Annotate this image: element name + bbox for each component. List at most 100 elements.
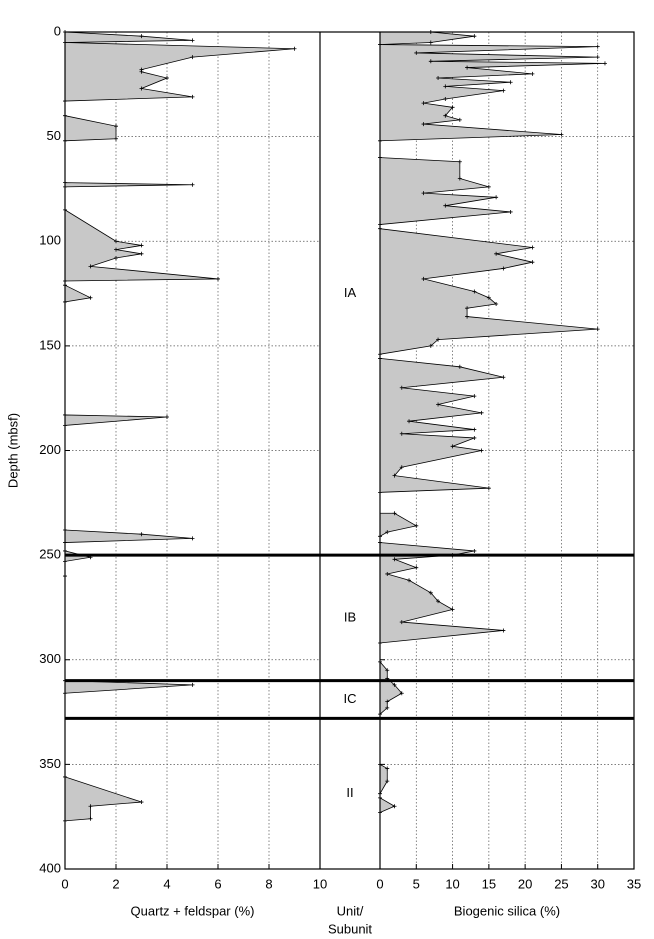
point bbox=[457, 364, 462, 369]
point bbox=[139, 800, 144, 805]
point bbox=[114, 247, 118, 252]
y-tick-label: 200 bbox=[39, 442, 61, 457]
point bbox=[559, 132, 564, 137]
point bbox=[428, 59, 433, 64]
point bbox=[114, 124, 118, 129]
point bbox=[428, 343, 433, 348]
point bbox=[450, 607, 455, 612]
y-tick-label: 350 bbox=[39, 756, 61, 771]
point bbox=[421, 276, 426, 281]
point bbox=[190, 682, 195, 687]
point bbox=[465, 306, 470, 311]
point bbox=[139, 532, 144, 537]
point bbox=[508, 209, 513, 214]
area bbox=[379, 157, 511, 225]
point bbox=[472, 548, 477, 553]
area bbox=[64, 31, 295, 102]
point bbox=[450, 105, 455, 110]
point bbox=[602, 61, 607, 66]
point bbox=[443, 113, 448, 118]
point bbox=[114, 255, 118, 260]
point bbox=[595, 327, 600, 332]
area bbox=[64, 115, 117, 142]
point bbox=[190, 182, 195, 187]
point bbox=[385, 705, 390, 710]
y-tick-label: 300 bbox=[39, 651, 61, 666]
point bbox=[443, 203, 448, 208]
x-tick-label: 4 bbox=[163, 876, 170, 891]
unit-label: Subunit bbox=[328, 921, 372, 936]
point bbox=[114, 239, 118, 244]
x-tick-label: 0 bbox=[61, 876, 68, 891]
area bbox=[379, 357, 504, 493]
point bbox=[385, 571, 390, 576]
area bbox=[64, 209, 219, 282]
point bbox=[530, 245, 535, 250]
point bbox=[421, 122, 426, 127]
point bbox=[190, 55, 195, 60]
point bbox=[479, 410, 484, 415]
point bbox=[392, 511, 397, 516]
point bbox=[472, 34, 477, 39]
point bbox=[414, 523, 419, 528]
point bbox=[472, 394, 477, 399]
unit-name: IC bbox=[344, 691, 357, 706]
x-tick-label: 6 bbox=[214, 876, 221, 891]
point bbox=[595, 55, 600, 60]
x-tick-label: 20 bbox=[518, 876, 532, 891]
unit-label: Unit/ bbox=[337, 903, 364, 918]
unit-name: II bbox=[346, 785, 353, 800]
point bbox=[399, 385, 404, 390]
point bbox=[399, 431, 404, 436]
point bbox=[399, 465, 404, 470]
point bbox=[414, 50, 419, 55]
point bbox=[399, 691, 404, 696]
area bbox=[379, 228, 598, 355]
area bbox=[64, 414, 168, 426]
point bbox=[190, 536, 195, 541]
y-axis-label: Depth (mbsf) bbox=[5, 413, 20, 488]
y-tick-label: 50 bbox=[47, 128, 61, 143]
point bbox=[486, 184, 491, 189]
point bbox=[472, 427, 477, 432]
point bbox=[139, 34, 144, 39]
point bbox=[436, 402, 441, 407]
point bbox=[530, 260, 535, 265]
point bbox=[486, 295, 491, 300]
point bbox=[508, 80, 513, 85]
area bbox=[379, 542, 504, 644]
y-tick-label: 250 bbox=[39, 547, 61, 562]
point bbox=[428, 40, 433, 45]
x-tick-label: 30 bbox=[590, 876, 604, 891]
area bbox=[64, 284, 92, 303]
x-tick-label: 10 bbox=[313, 876, 327, 891]
area bbox=[64, 776, 142, 822]
area bbox=[64, 529, 193, 577]
point bbox=[494, 302, 499, 307]
point bbox=[139, 243, 144, 248]
area bbox=[379, 660, 403, 716]
point bbox=[494, 251, 499, 256]
point bbox=[494, 195, 499, 200]
point bbox=[88, 264, 93, 269]
point bbox=[421, 101, 426, 106]
point bbox=[385, 668, 390, 673]
point bbox=[436, 599, 441, 604]
point bbox=[472, 435, 477, 440]
point bbox=[443, 96, 448, 101]
point bbox=[407, 578, 412, 583]
point bbox=[414, 565, 419, 570]
x-tick-label: 10 bbox=[445, 876, 459, 891]
point bbox=[428, 590, 433, 595]
point bbox=[450, 444, 455, 449]
point bbox=[190, 38, 195, 43]
point bbox=[165, 415, 169, 420]
point bbox=[139, 251, 144, 256]
point bbox=[88, 816, 93, 821]
point bbox=[385, 779, 390, 784]
point bbox=[501, 628, 506, 633]
point bbox=[479, 448, 484, 453]
point bbox=[385, 530, 390, 535]
point bbox=[436, 76, 441, 81]
